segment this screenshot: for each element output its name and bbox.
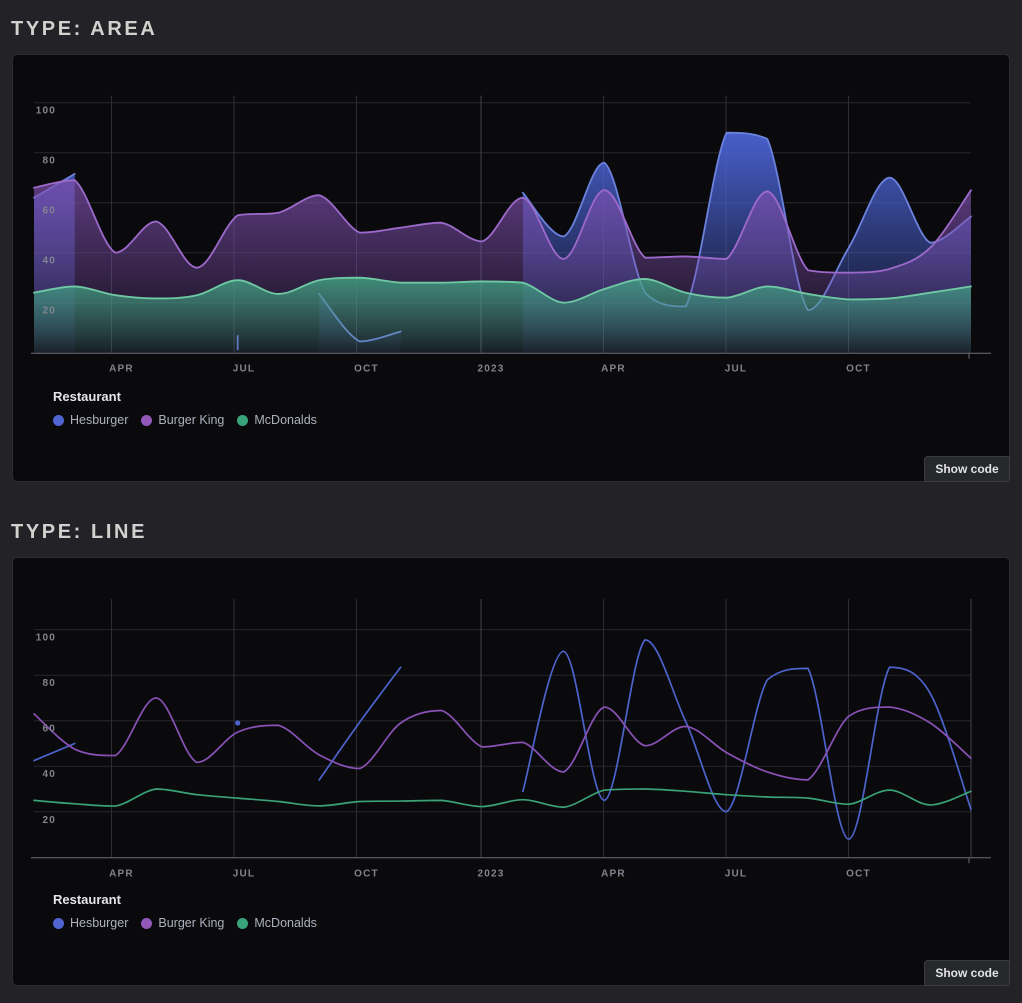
legend-dot-mcdonalds [237,414,249,426]
legend: Restaurant Hesburger Burger King McDonal… [53,892,317,930]
legend-item-burgerking[interactable]: Burger King [141,916,224,930]
isolated-point-hesburger [235,720,241,726]
series-line-hesburger [33,742,76,762]
y-axis-label: 20 [42,815,56,826]
legend-item-label: Burger King [158,413,225,427]
area-line-hesburger [521,131,972,312]
legend-dot-mcdonalds [237,917,249,929]
y-axis-label: 40 [42,769,56,780]
legend-items: Hesburger Burger King McDonalds [53,916,317,930]
y-axis-label: 80 [42,678,56,689]
y-axis-label: 40 [42,256,56,267]
x-axis-label: APR [601,868,626,879]
x-axis-label: OCT [354,364,379,375]
x-axis-label: JUL [725,364,748,375]
y-axis-label: 60 [42,206,56,217]
legend-item-label: McDonalds [254,916,317,930]
area-chart[interactable]: APR JUL OCT 2023 APR JUL OCT 20 40 60 80 100 [13,55,1009,481]
x-axis-label: JUL [233,364,256,375]
x-axis-label: JUL [233,868,256,879]
story-title-area: TYPE: AREA [11,18,158,40]
x-axis-label: OCT [846,868,871,879]
legend-dot-hesburger [53,917,64,929]
y-axis-label: 20 [42,306,56,317]
y-axis-label: 80 [42,156,56,167]
y-axis-label: 100 [36,106,56,117]
x-axis-label: JUL [725,868,748,879]
x-axis-label: 2023 [477,364,504,375]
legend-item-label: Hesburger [70,916,129,930]
story-title-line: TYPE: LINE [11,521,148,543]
legend-item-label: Burger King [158,916,225,930]
series-line-hesburger [522,639,972,840]
x-axis-label: OCT [354,868,379,879]
story-canvas-line: APR JUL OCT 2023 APR JUL OCT 20 40 60 80 100 Restau… [12,557,1010,986]
area-line-burgerking [33,179,972,274]
show-code-button[interactable]: Show code [924,456,1010,482]
legend: Restaurant Hesburger Burger King McDonal… [53,389,317,427]
legend-item-hesburger[interactable]: Hesburger [53,413,128,427]
series-line-hesburger [318,666,402,781]
legend-item-burgerking[interactable]: Burger King [141,413,224,427]
line-chart[interactable]: APR JUL OCT 2023 APR JUL OCT 20 40 60 80 100 [13,558,1009,985]
x-axis-label: APR [601,364,626,375]
series-line-burgerking [33,697,972,781]
series-line-mcdonalds [33,788,972,809]
legend-title: Restaurant [53,389,121,404]
legend-item-mcdonalds[interactable]: McDonalds [237,413,317,427]
y-axis-label: 100 [36,633,56,644]
legend-item-mcdonalds[interactable]: McDonalds [237,916,317,930]
area-line-mcdonalds [33,276,972,304]
x-axis-label: OCT [846,364,871,375]
area-fill-mcdonalds [34,277,971,353]
x-axis-label: 2023 [477,868,504,879]
y-axis-label: 60 [42,724,56,735]
legend-item-label: Hesburger [70,413,129,427]
show-code-button[interactable]: Show code [924,960,1010,986]
x-axis-label: APR [109,868,134,879]
legend-dot-burgerking [141,917,153,929]
x-axis-label: APR [109,364,134,375]
legend-dot-burgerking [141,414,153,426]
legend-title: Restaurant [53,892,121,907]
legend-items: Hesburger Burger King McDonalds [53,413,317,427]
legend-item-hesburger[interactable]: Hesburger [53,916,128,930]
legend-dot-hesburger [53,414,64,426]
legend-item-label: McDonalds [254,413,317,427]
story-canvas-area: APR JUL OCT 2023 APR JUL OCT 20 40 60 80 100 Restau… [12,54,1010,482]
